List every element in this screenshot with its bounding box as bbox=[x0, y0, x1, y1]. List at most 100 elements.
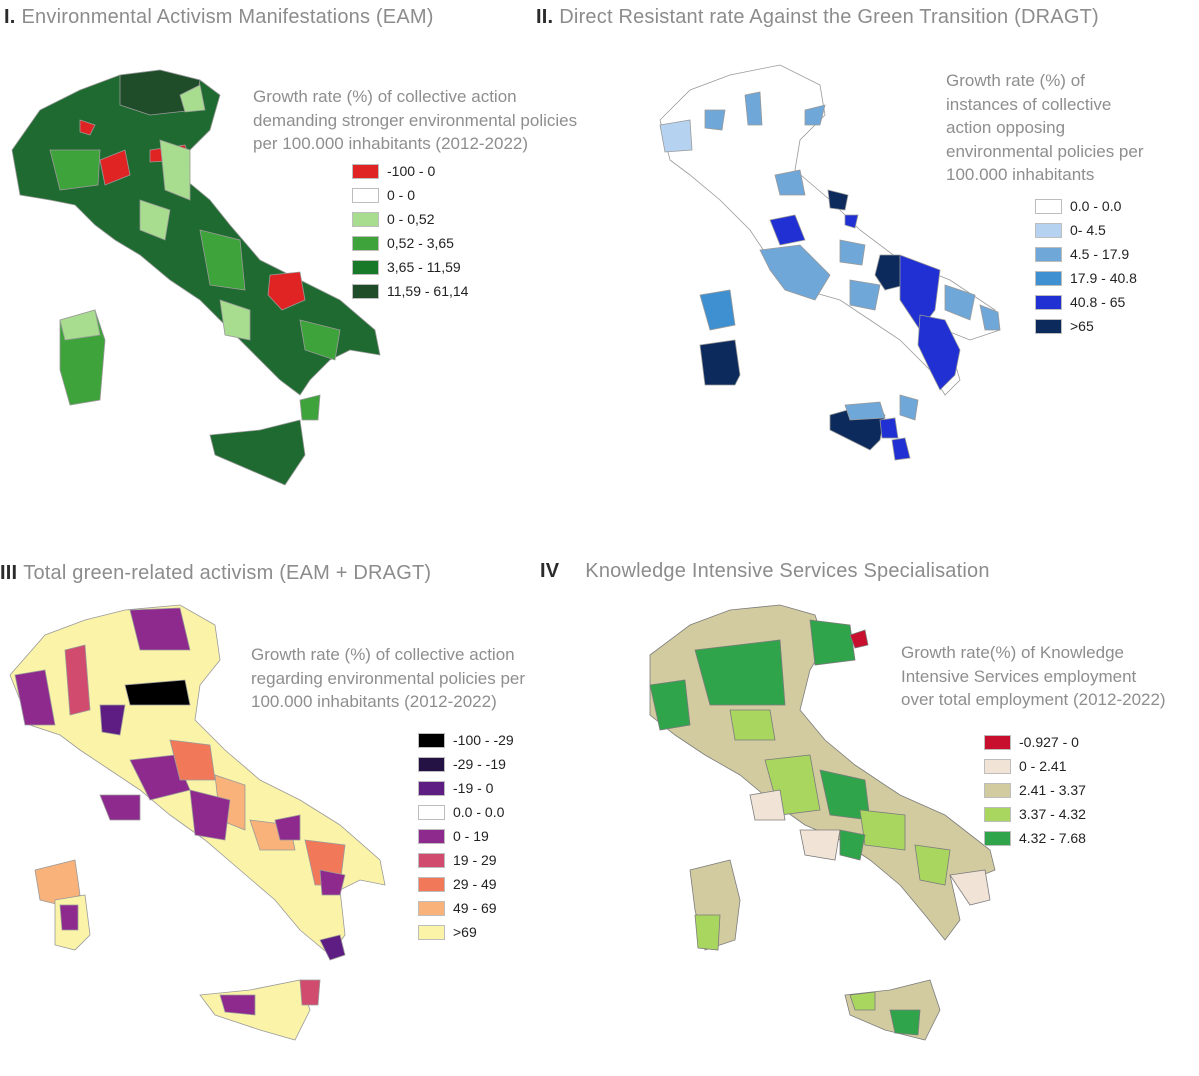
legend-swatch bbox=[984, 734, 1011, 750]
legend-title: Growth rate (%) of instances of collecti… bbox=[946, 69, 1144, 187]
legend-swatch bbox=[984, 758, 1011, 774]
legend-title-line: Growth rate (%) of bbox=[946, 71, 1085, 90]
legend-label: 49 - 69 bbox=[453, 900, 497, 916]
legend-label: 3.37 - 4.32 bbox=[1019, 806, 1086, 822]
panel-kis: IV Knowledge Intensive Services Specialis… bbox=[540, 540, 1199, 1076]
legend-item: 0 - 0 bbox=[352, 183, 468, 207]
legend-title-line: environmental policies per bbox=[946, 141, 1144, 161]
legend-swatch bbox=[984, 806, 1011, 822]
legend-title: Growth rate (%) of collective action reg… bbox=[251, 643, 525, 714]
mainland bbox=[649, 604, 996, 941]
legend-item: 2.41 - 3.37 bbox=[984, 778, 1086, 802]
legend-item: 0- 4.5 bbox=[1035, 218, 1137, 242]
panel-title-text: Direct Resistant rate Against the Green … bbox=[559, 6, 1099, 28]
legend: 0.0 - 0.0 0- 4.5 4.5 - 17.9 17.9 - 40.8 40.8… bbox=[1035, 194, 1137, 338]
legend-swatch bbox=[418, 780, 445, 796]
panel-number: I. bbox=[4, 6, 16, 28]
legend-label: 2.41 - 3.37 bbox=[1019, 782, 1086, 798]
map-italy-kis bbox=[649, 604, 996, 1041]
legend-swatch bbox=[352, 163, 379, 179]
legend-item: 49 - 69 bbox=[418, 896, 514, 920]
legend-swatch bbox=[984, 782, 1011, 798]
legend-swatch bbox=[352, 259, 379, 275]
sardinia bbox=[59, 309, 106, 406]
legend-title-line: over total employment (2012-2022) bbox=[901, 690, 1166, 709]
legend-label: -29 - -19 bbox=[453, 756, 506, 772]
legend-title-line: regarding environmental policies per bbox=[251, 668, 526, 688]
legend-swatch bbox=[1035, 198, 1062, 214]
legend-item: 3.37 - 4.32 bbox=[984, 802, 1086, 826]
mainland bbox=[659, 64, 1001, 396]
sardinia bbox=[689, 859, 741, 951]
legend-swatch bbox=[418, 732, 445, 748]
legend-title: Growth rate (%) of collective action dem… bbox=[253, 85, 577, 156]
map-italy-eam bbox=[11, 69, 381, 486]
panel-title: I. Environmental Activism Manifestations … bbox=[4, 6, 434, 29]
legend-item: 40.8 - 65 bbox=[1035, 290, 1137, 314]
legend-item: 17.9 - 40.8 bbox=[1035, 266, 1137, 290]
legend-label: 4.5 - 17.9 bbox=[1070, 245, 1130, 262]
legend-item: >65 bbox=[1035, 314, 1137, 338]
legend-label: 0- 4.5 bbox=[1070, 221, 1106, 238]
legend-swatch bbox=[418, 876, 445, 892]
mainland bbox=[9, 604, 386, 961]
legend-item: 0 - 0,52 bbox=[352, 207, 468, 231]
legend-swatch bbox=[1035, 222, 1062, 238]
legend-item: 11,59 - 61,14 bbox=[352, 279, 468, 303]
legend-swatch bbox=[418, 924, 445, 940]
legend-swatch bbox=[1035, 270, 1062, 286]
panel-title: IV Knowledge Intensive Services Specialis… bbox=[540, 560, 990, 583]
panel-number: III bbox=[0, 562, 18, 584]
legend-title: Growth rate(%) of Knowledge Intensive Se… bbox=[901, 641, 1166, 712]
panel-title-text: Knowledge Intensive Services Specialisat… bbox=[585, 560, 990, 582]
legend-swatch bbox=[352, 235, 379, 251]
legend-item: 19 - 29 bbox=[418, 848, 514, 872]
legend: -0.927 - 0 0 - 2.41 2.41 - 3.37 3.37 - 4.32… bbox=[984, 730, 1086, 850]
legend-swatch bbox=[418, 804, 445, 820]
legend-label: 0.0 - 0.0 bbox=[453, 804, 505, 820]
panel-dragt: II. Direct Resistant rate Against the Gre… bbox=[536, 0, 1199, 536]
legend-label: 40.8 - 65 bbox=[1070, 293, 1126, 310]
legend: -100 - 0 0 - 0 0 - 0,52 0,52 - 3,65 3,65 - 1… bbox=[352, 159, 468, 303]
legend-label: >65 bbox=[1070, 317, 1094, 334]
legend-item: -100 - -29 bbox=[418, 728, 514, 752]
legend-label: -19 - 0 bbox=[453, 780, 494, 796]
legend-label: 0 - 2.41 bbox=[1019, 758, 1067, 774]
legend-title-line: action opposing bbox=[946, 118, 1066, 137]
sicily bbox=[209, 394, 321, 486]
legend-label: >69 bbox=[453, 924, 477, 940]
legend-title-line: demanding stronger environmental policie… bbox=[253, 110, 578, 130]
legend-item: 0 - 2.41 bbox=[984, 754, 1086, 778]
legend-swatch bbox=[352, 187, 379, 203]
legend-label: 0 - 19 bbox=[453, 828, 489, 844]
legend-swatch bbox=[1035, 246, 1062, 262]
sardinia bbox=[34, 859, 91, 951]
legend-title-line: instances of collective bbox=[946, 94, 1112, 114]
legend-label: 11,59 - 61,14 bbox=[387, 283, 469, 299]
legend-item: 3,65 - 11,59 bbox=[352, 255, 468, 279]
legend-item: 0,52 - 3,65 bbox=[352, 231, 468, 255]
legend-swatch bbox=[418, 828, 445, 844]
legend-label: 0 - 0 bbox=[387, 187, 416, 203]
legend-item: >69 bbox=[418, 920, 514, 944]
legend: -100 - -29 -29 - -19 -19 - 0 0.0 - 0.0 0 - 1… bbox=[418, 728, 514, 944]
panel-title-text: Total green-related activism (EAM + DRAG… bbox=[23, 562, 432, 584]
legend-label: 29 - 49 bbox=[453, 876, 497, 892]
legend-title-line: Intensive Services employment bbox=[901, 666, 1137, 686]
legend-item: 0.0 - 0.0 bbox=[1035, 194, 1137, 218]
legend-swatch bbox=[1035, 318, 1062, 334]
panel-title: II. Direct Resistant rate Against the Gre… bbox=[536, 6, 1099, 29]
mainland bbox=[11, 69, 381, 396]
legend-label: 17.9 - 40.8 bbox=[1070, 269, 1137, 286]
map-italy-total bbox=[9, 604, 386, 1041]
legend-item: 0.0 - 0.0 bbox=[418, 800, 514, 824]
legend-label: 4.32 - 7.68 bbox=[1019, 830, 1086, 846]
panel-number: II. bbox=[536, 6, 554, 28]
legend-swatch bbox=[352, 211, 379, 227]
legend-label: -100 - 0 bbox=[387, 163, 436, 179]
panel-number: IV bbox=[540, 560, 560, 582]
panel-title-text: Environmental Activism Manifestations (E… bbox=[21, 6, 434, 28]
legend-swatch bbox=[1035, 294, 1062, 310]
legend-label: 19 - 29 bbox=[453, 852, 497, 868]
legend-item: -19 - 0 bbox=[418, 776, 514, 800]
